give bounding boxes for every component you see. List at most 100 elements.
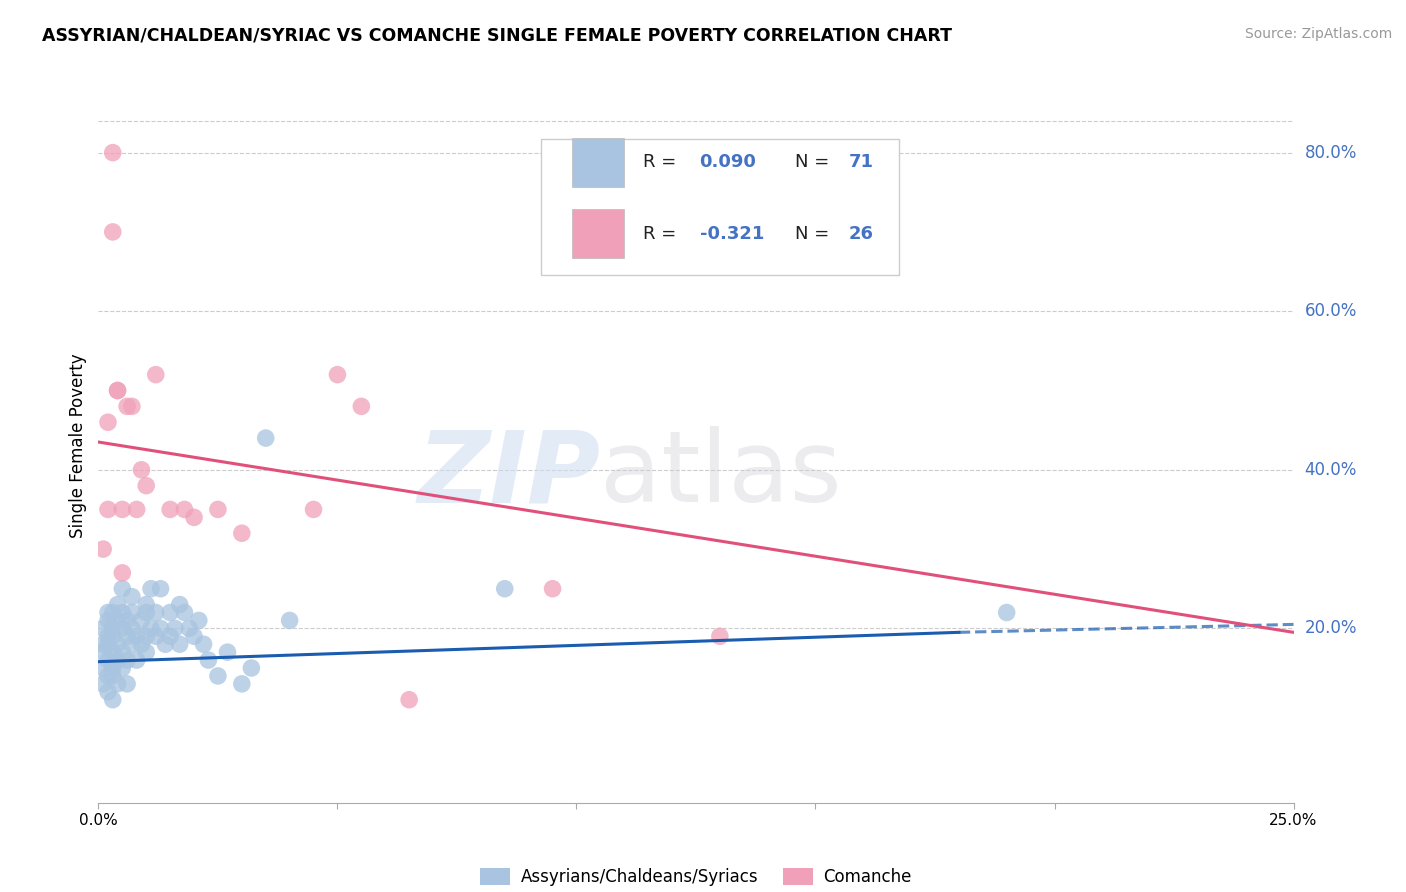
Point	[125, 502, 148, 516]
Text: ZIP: ZIP	[418, 426, 600, 523]
Point	[101, 692, 124, 706]
Point	[97, 415, 120, 429]
FancyBboxPatch shape	[572, 137, 624, 187]
Text: atlas: atlas	[600, 426, 842, 523]
Point	[111, 645, 134, 659]
Point	[231, 526, 253, 541]
Point	[149, 621, 172, 635]
Point	[111, 661, 134, 675]
Point	[111, 502, 134, 516]
Point	[131, 463, 153, 477]
Point	[145, 629, 167, 643]
Point	[135, 606, 157, 620]
Point	[115, 614, 138, 628]
Point	[97, 669, 120, 683]
Text: -0.321: -0.321	[700, 225, 763, 243]
Point	[173, 606, 195, 620]
Text: N =: N =	[796, 225, 835, 243]
Point	[169, 637, 191, 651]
Text: 71: 71	[849, 153, 875, 171]
Point	[97, 685, 120, 699]
Point	[91, 621, 114, 635]
Point	[149, 582, 172, 596]
Point	[254, 431, 277, 445]
Text: 60.0%: 60.0%	[1305, 302, 1357, 320]
FancyBboxPatch shape	[572, 209, 624, 259]
Point	[398, 692, 420, 706]
Point	[350, 400, 373, 414]
Point	[101, 669, 124, 683]
Point	[101, 606, 124, 620]
Point	[107, 384, 129, 398]
Point	[131, 614, 153, 628]
Point	[240, 661, 263, 675]
Point	[101, 225, 124, 239]
Point	[97, 637, 120, 651]
Point	[135, 478, 157, 492]
Point	[163, 621, 186, 635]
Point	[125, 629, 148, 643]
Legend: Assyrians/Chaldeans/Syriacs, Comanche: Assyrians/Chaldeans/Syriacs, Comanche	[474, 861, 918, 892]
Text: 26: 26	[849, 225, 875, 243]
Text: Source: ZipAtlas.com: Source: ZipAtlas.com	[1244, 27, 1392, 41]
Point	[107, 677, 129, 691]
Point	[111, 582, 134, 596]
Point	[91, 661, 114, 675]
Point	[159, 629, 181, 643]
Point	[183, 510, 205, 524]
Point	[97, 502, 120, 516]
Point	[207, 502, 229, 516]
Point	[121, 606, 143, 620]
Point	[326, 368, 349, 382]
Point	[91, 542, 114, 557]
Point	[193, 637, 215, 651]
Point	[183, 629, 205, 643]
Point	[101, 661, 124, 675]
Point	[995, 606, 1018, 620]
Point	[197, 653, 219, 667]
Text: N =: N =	[796, 153, 835, 171]
Point	[145, 368, 167, 382]
Text: ASSYRIAN/CHALDEAN/SYRIAC VS COMANCHE SINGLE FEMALE POVERTY CORRELATION CHART: ASSYRIAN/CHALDEAN/SYRIAC VS COMANCHE SIN…	[42, 27, 952, 45]
Point	[145, 606, 167, 620]
Point	[107, 598, 129, 612]
Point	[121, 400, 143, 414]
Point	[91, 637, 114, 651]
Text: 0.090: 0.090	[700, 153, 756, 171]
Point	[91, 645, 114, 659]
Point	[101, 629, 124, 643]
Point	[302, 502, 325, 516]
Point	[135, 629, 157, 643]
Point	[97, 614, 120, 628]
Point	[139, 582, 162, 596]
Point	[169, 598, 191, 612]
Y-axis label: Single Female Poverty: Single Female Poverty	[69, 354, 87, 538]
Point	[121, 637, 143, 651]
Text: 40.0%: 40.0%	[1305, 461, 1357, 479]
Point	[207, 669, 229, 683]
Point	[111, 606, 134, 620]
Point	[107, 384, 129, 398]
FancyBboxPatch shape	[540, 139, 900, 275]
Text: R =: R =	[644, 153, 682, 171]
Point	[179, 621, 201, 635]
Point	[135, 645, 157, 659]
Point	[494, 582, 516, 596]
Point	[131, 637, 153, 651]
Point	[111, 621, 134, 635]
Point	[91, 677, 114, 691]
Point	[115, 653, 138, 667]
Point	[111, 566, 134, 580]
Point	[187, 614, 209, 628]
Point	[121, 621, 143, 635]
Point	[97, 606, 120, 620]
Point	[107, 653, 129, 667]
Point	[115, 677, 138, 691]
Point	[155, 637, 177, 651]
Point	[115, 629, 138, 643]
Point	[173, 502, 195, 516]
Point	[107, 614, 129, 628]
Point	[159, 502, 181, 516]
Point	[217, 645, 239, 659]
Text: R =: R =	[644, 225, 682, 243]
